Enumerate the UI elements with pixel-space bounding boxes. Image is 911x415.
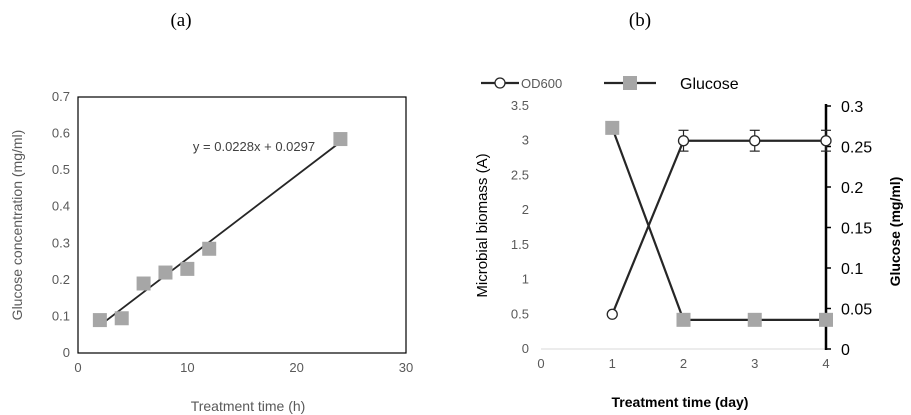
y-right-tick-label-b: 0.1 xyxy=(841,261,863,278)
panel-label-b: (b) xyxy=(629,10,651,31)
y-left-tick-label-b: 3.5 xyxy=(511,98,529,113)
x-tick-label-b: 0 xyxy=(537,356,544,371)
data-point-od600 xyxy=(749,135,761,147)
y-right-tick-label-b: 0 xyxy=(841,342,850,359)
y-left-tick-label-b: 1.5 xyxy=(511,237,529,252)
y-tick-label-a: 0.1 xyxy=(52,308,70,323)
y-tick-label-a: 0.6 xyxy=(52,126,70,141)
series-line-od600 xyxy=(611,139,826,315)
x-tick-label-b: 2 xyxy=(680,356,687,371)
data-point-a xyxy=(333,132,348,147)
y-left-tick-label-b: 0 xyxy=(522,341,529,356)
y-right-tick-label-b: 0.15 xyxy=(841,221,872,238)
x-tick-label-b: 4 xyxy=(822,356,829,371)
y-left-tick-label-b: 3 xyxy=(522,133,529,148)
data-point-od600 xyxy=(820,135,832,147)
data-point-a xyxy=(92,313,107,328)
y-tick-label-a: 0.7 xyxy=(52,89,70,104)
plot-area-a xyxy=(77,96,407,354)
legend-label-glucose: Glucose xyxy=(680,76,739,93)
data-point-a xyxy=(202,241,217,256)
y-axis-title-a: Glucose concentration (mg/ml) xyxy=(9,130,25,321)
y-tick-label-a: 0.3 xyxy=(52,235,70,250)
x-tick-label-a: 20 xyxy=(289,360,303,375)
y-left-axis-title-b: Microbial biomass (A) xyxy=(474,153,491,297)
data-point-a xyxy=(180,261,195,276)
x-axis-title-a: Treatment time (h) xyxy=(191,398,306,414)
legend-marker-od600 xyxy=(494,77,506,89)
data-point-a xyxy=(136,276,151,291)
x-tick-label-a: 30 xyxy=(399,360,413,375)
trendline-equation: y = 0.0228x + 0.0297 xyxy=(193,139,315,154)
x-tick-label-a: 0 xyxy=(74,360,81,375)
y-right-tick-label-b: 0.3 xyxy=(841,99,863,116)
panel-label-a: (a) xyxy=(170,10,191,31)
y-right-axis-title-b: Glucose (mg/ml) xyxy=(887,177,903,287)
chart-b: 0 0.5 1 1.5 2 2.5 3 3.5 0 0.05 0.1 0.15 0.2 0.25 0.3 0 1… xyxy=(474,76,903,410)
x-tick-label-b: 3 xyxy=(751,356,758,371)
x-tick-label-a: 10 xyxy=(180,360,194,375)
y-left-tick-label-b: 1 xyxy=(522,272,529,287)
y-tick-label-a: 0.4 xyxy=(52,199,70,214)
y-tick-label-a: 0.5 xyxy=(52,162,70,177)
data-point-glucose xyxy=(819,312,833,327)
x-axis-title-b: Treatment time (day) xyxy=(612,394,749,410)
data-point-a xyxy=(158,265,173,280)
data-point-od600 xyxy=(606,308,618,320)
chart-a: 0 0.1 0.2 0.3 0.4 0.5 0.6 0.7 0 10 20 30 Glucose con… xyxy=(9,89,413,414)
data-point-glucose xyxy=(676,312,691,327)
legend-marker-glucose xyxy=(623,76,637,90)
trendline-a xyxy=(99,141,341,327)
y-right-tick-label-b: 0.25 xyxy=(841,140,872,157)
y-left-tick-label-b: 0.5 xyxy=(511,306,529,321)
series-line-glucose xyxy=(611,127,826,321)
data-point-glucose xyxy=(605,120,620,135)
data-point-glucose xyxy=(747,312,762,327)
y-tick-label-a: 0.2 xyxy=(52,272,70,287)
y-left-tick-label-b: 2.5 xyxy=(511,167,529,182)
data-point-a xyxy=(114,311,129,326)
legend-label-od600: OD600 xyxy=(521,76,562,91)
y-right-tick-label-b: 0.2 xyxy=(841,180,863,197)
x-tick-label-b: 1 xyxy=(609,356,616,371)
data-point-od600 xyxy=(677,135,690,147)
y-right-tick-label-b: 0.05 xyxy=(841,302,872,319)
y-tick-label-a: 0 xyxy=(63,345,70,360)
y-left-tick-label-b: 2 xyxy=(522,202,529,217)
